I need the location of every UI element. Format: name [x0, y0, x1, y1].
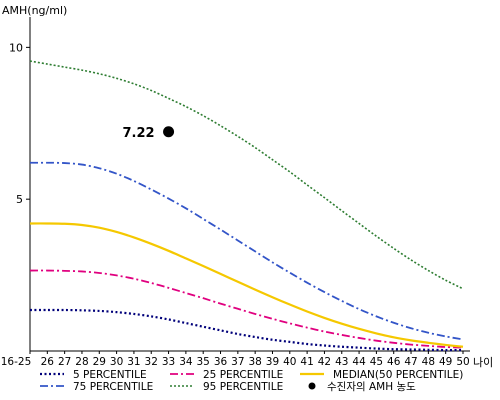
highlight-point — [163, 126, 175, 138]
x-tick-label: 45 — [370, 356, 383, 368]
x-tick-label: 38 — [248, 356, 261, 368]
x-tick-label: 47 — [404, 356, 417, 368]
x-tick-label: 42 — [318, 356, 331, 368]
y-tick-label: 10 — [9, 41, 23, 54]
x-axis-title: 나이 — [473, 356, 493, 369]
series-layer — [29, 60, 464, 352]
x-tick-label: 32 — [145, 356, 158, 368]
legend: 5 PERCENTILE 25 PERCENTILE MEDIAN(50 PERCE… — [40, 369, 463, 393]
highlight-layer: 7.22 — [122, 126, 175, 141]
legend-highlight-marker — [308, 382, 316, 390]
y-axis-title: AMH(ng/ml) — [2, 4, 67, 17]
x-tick-label: 26 — [41, 356, 55, 368]
x-tick-label: 40 — [283, 356, 296, 368]
legend-label-p50: MEDIAN(50 PERCENTILE) — [333, 369, 463, 381]
x-tick-label: 39 — [266, 356, 279, 368]
x-tick-label: 33 — [162, 356, 175, 368]
x-tick-label: 35 — [197, 356, 210, 368]
series-line-p25 — [29, 269, 464, 349]
x-tick-label: 16-25 — [1, 356, 32, 368]
x-tick-label: 49 — [439, 356, 452, 368]
x-tick-label: 31 — [127, 356, 140, 368]
x-tick-label: 34 — [179, 356, 193, 368]
x-tick-label: 48 — [422, 356, 435, 368]
x-tick-label: 46 — [387, 356, 401, 368]
x-axis-ticks: 16-25 26 27 28 29 30 31 32 33 34 35 36 37 38 39 40 41 42 4… — [1, 351, 470, 368]
legend-label-p95: 95 PERCENTILE — [203, 381, 283, 393]
series-line-p5 — [30, 308, 464, 352]
legend-highlight-label: 수진자의 AMH 농도 — [327, 381, 416, 393]
x-tick-label: 27 — [58, 356, 71, 368]
y-axis-ticks: 5 10 — [9, 41, 30, 206]
highlight-value-label: 7.22 — [122, 126, 154, 141]
x-tick-label: 44 — [352, 356, 366, 368]
legend-label-p25: 25 PERCENTILE — [203, 369, 283, 381]
legend-label-p5: 5 PERCENTILE — [73, 369, 147, 381]
x-tick-label: 36 — [214, 356, 228, 368]
x-tick-label: 30 — [110, 356, 123, 368]
x-tick-label: 50 — [456, 356, 469, 368]
x-tick-label: 28 — [75, 356, 88, 368]
y-tick-label: 5 — [16, 193, 23, 206]
series-line-p95 — [29, 60, 464, 290]
x-tick-label: 43 — [335, 356, 348, 368]
x-tick-label: 41 — [300, 356, 313, 368]
x-tick-label: 29 — [93, 356, 106, 368]
legend-label-p75: 75 PERCENTILE — [73, 381, 153, 393]
series-line-p50 — [29, 222, 464, 348]
x-tick-label: 37 — [231, 356, 244, 368]
series-line-p75 — [29, 161, 464, 341]
